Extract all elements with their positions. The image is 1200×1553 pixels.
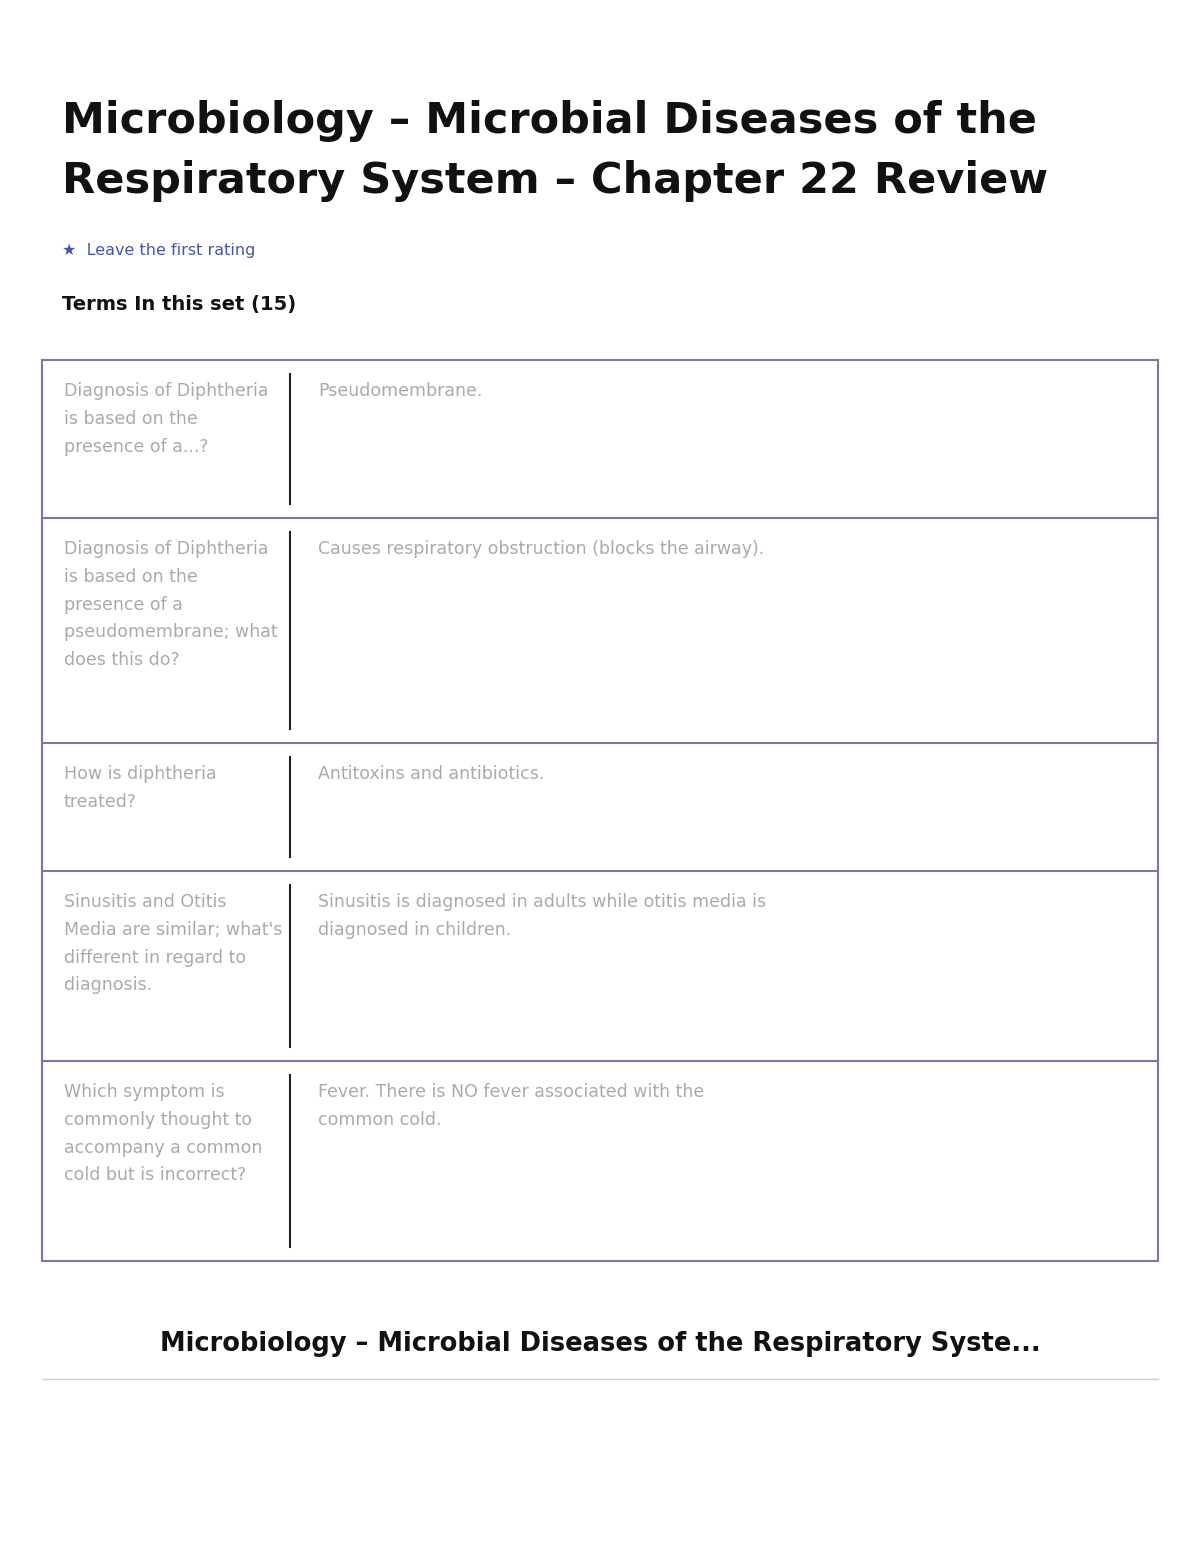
Text: Respiratory System – Chapter 22 Review: Respiratory System – Chapter 22 Review — [62, 160, 1048, 202]
Text: Diagnosis of Diphtheria
is based on the
presence of a
pseudomembrane; what
does : Diagnosis of Diphtheria is based on the … — [64, 540, 277, 669]
Text: Microbiology – Microbial Diseases of the: Microbiology – Microbial Diseases of the — [62, 99, 1037, 141]
Text: Terms In this set (15): Terms In this set (15) — [62, 295, 296, 314]
Text: How is diphtheria
treated?: How is diphtheria treated? — [64, 766, 217, 811]
Text: Pseudomembrane.: Pseudomembrane. — [318, 382, 482, 401]
Text: Sinusitis is diagnosed in adults while otitis media is
diagnosed in children.: Sinusitis is diagnosed in adults while o… — [318, 893, 766, 940]
Text: Diagnosis of Diphtheria
is based on the
presence of a...?: Diagnosis of Diphtheria is based on the … — [64, 382, 269, 455]
Text: Antitoxins and antibiotics.: Antitoxins and antibiotics. — [318, 766, 545, 783]
Text: Causes respiratory obstruction (blocks the airway).: Causes respiratory obstruction (blocks t… — [318, 540, 764, 558]
Text: Sinusitis and Otitis
Media are similar; what's
different in regard to
diagnosis.: Sinusitis and Otitis Media are similar; … — [64, 893, 282, 994]
Text: Fever. There is NO fever associated with the
common cold.: Fever. There is NO fever associated with… — [318, 1082, 704, 1129]
Text: Which symptom is
commonly thought to
accompany a common
cold but is incorrect?: Which symptom is commonly thought to acc… — [64, 1082, 263, 1185]
Text: Microbiology – Microbial Diseases of the Respiratory Syste...: Microbiology – Microbial Diseases of the… — [160, 1331, 1040, 1357]
Text: ★  Leave the first rating: ★ Leave the first rating — [62, 242, 256, 258]
